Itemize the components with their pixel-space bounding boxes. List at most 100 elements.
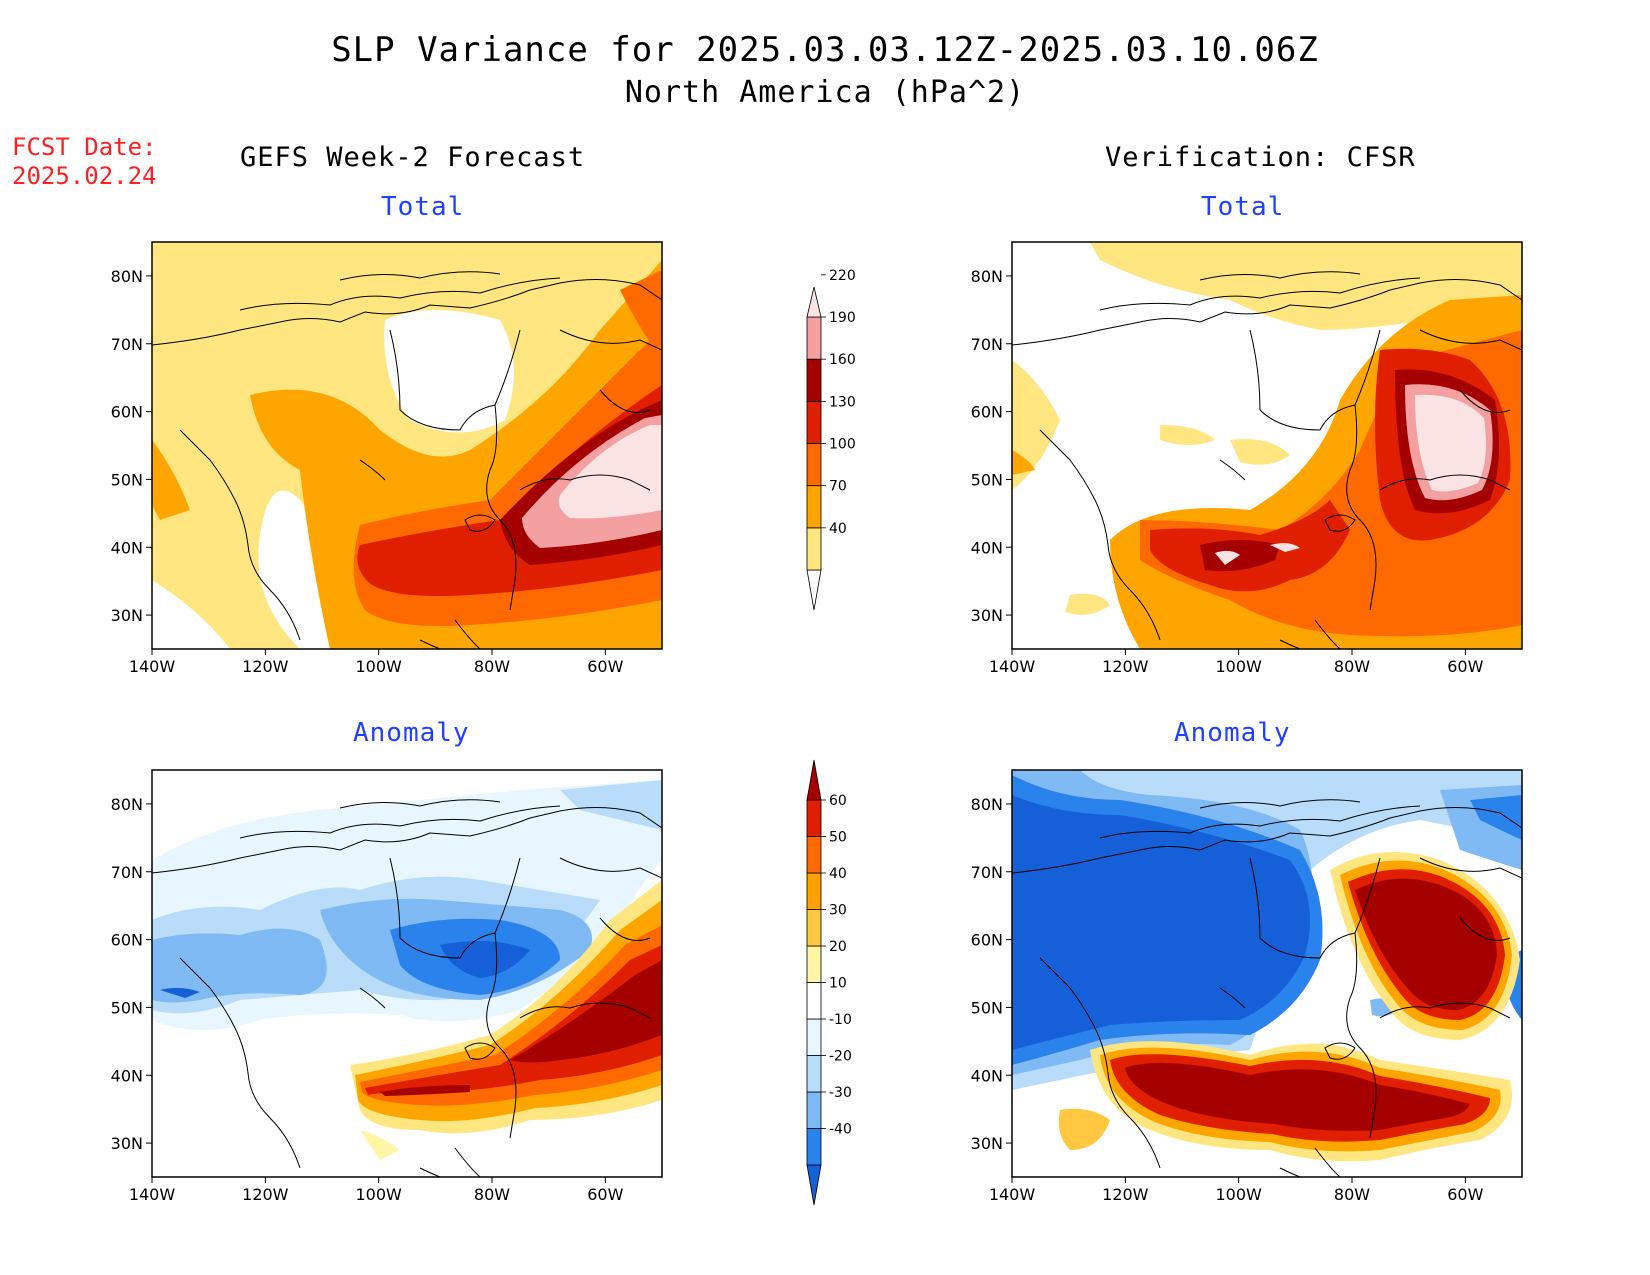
colorbar-label: 220	[829, 268, 856, 284]
colorbar-segment	[806, 1055, 822, 1093]
panel-title-forecast-total: Total	[381, 192, 465, 222]
colorbar-label: 30	[829, 903, 847, 919]
colorbar-segment	[806, 316, 822, 360]
lon-tick-label: 60W	[1447, 1185, 1483, 1204]
lat-tick-label: 40N	[971, 538, 1003, 557]
colorbar-label: -40	[829, 1122, 852, 1138]
colorbar-label: -30	[829, 1085, 852, 1101]
colorbar-segment	[806, 1091, 822, 1129]
lon-tick-label: 60W	[1447, 657, 1483, 676]
lat-tick-label: 50N	[111, 998, 143, 1017]
colorbar-label: 190	[829, 310, 856, 326]
panel-title-forecast-anomaly: Anomaly	[353, 718, 470, 748]
lat-tick-label: 40N	[111, 538, 143, 557]
colorbar-label: 10	[829, 976, 847, 992]
lon-tick-label: 100W	[1215, 1185, 1262, 1204]
colorbar-label: 20	[829, 939, 847, 955]
main-subtitle: North America (hPa^2)	[624, 75, 1026, 110]
colorbar-segment	[806, 569, 822, 611]
colorbar-segment	[806, 443, 822, 487]
lon-tick-label: 120W	[242, 1185, 289, 1204]
colorbar-label: -20	[829, 1049, 852, 1065]
lat-tick-label: 50N	[111, 470, 143, 489]
colorbar-label: 40	[829, 521, 847, 537]
colorbar-segment	[806, 872, 822, 910]
lat-tick-label: 80N	[971, 795, 1003, 814]
axes-verification-anomaly: 140W 120W 100W 80W 60W 30N 40N 50N 60N 70N 80N	[971, 769, 1523, 1204]
colorbar-label: 70	[829, 479, 847, 495]
colorbar-segment	[806, 759, 822, 801]
lat-tick-label: 30N	[971, 606, 1003, 625]
colorbar-segment	[806, 799, 822, 837]
lat-tick-label: 70N	[111, 335, 143, 354]
lon-tick-label: 80W	[1334, 1185, 1370, 1204]
colorbar-label: 40	[829, 866, 847, 882]
lon-tick-label: 140W	[989, 1185, 1036, 1204]
colorbar-segment	[806, 1128, 822, 1166]
map-verification-anomaly	[1012, 770, 1522, 1177]
column-title-forecast: GEFS Week-2 Forecast	[240, 142, 586, 173]
axes-forecast-total: 140W 120W 100W 80W 60W 30N 40N 50N 60N 70N 80N	[111, 241, 663, 676]
lon-tick-label: 100W	[355, 1185, 402, 1204]
lat-tick-label: 30N	[111, 1134, 143, 1153]
colorbar-segment	[806, 836, 822, 874]
lat-tick-label: 40N	[111, 1066, 143, 1085]
fcst-date-value: 2025.02.24	[12, 162, 157, 190]
lat-tick-label: 60N	[971, 403, 1003, 422]
panel-title-verification-anomaly: Anomaly	[1174, 718, 1291, 748]
map-forecast-total	[152, 242, 662, 649]
colorbar-segment	[806, 1164, 822, 1206]
panel-title-verification-total: Total	[1201, 192, 1285, 222]
lat-tick-label: 30N	[971, 1134, 1003, 1153]
lat-tick-label: 70N	[111, 863, 143, 882]
column-title-verification: Verification: CFSR	[1105, 142, 1416, 173]
panel-frame	[1011, 769, 1523, 1178]
lat-tick-label: 80N	[971, 267, 1003, 286]
panel-frame	[151, 241, 663, 650]
colorbar-label: -10	[829, 1012, 852, 1028]
lat-tick-label: 80N	[111, 267, 143, 286]
panel-frame	[151, 769, 663, 1178]
colorbar-label: 160	[829, 352, 856, 368]
lat-tick-label: 50N	[971, 998, 1003, 1017]
lon-tick-label: 100W	[1215, 657, 1262, 676]
lat-tick-label: 40N	[971, 1066, 1003, 1085]
colorbar-segment	[806, 1018, 822, 1056]
lon-tick-label: 80W	[1334, 657, 1370, 676]
lon-tick-label: 80W	[474, 1185, 510, 1204]
lon-tick-label: 60W	[587, 657, 623, 676]
lon-tick-label: 140W	[129, 1185, 176, 1204]
lon-tick-label: 120W	[1102, 1185, 1149, 1204]
lat-tick-label: 60N	[971, 931, 1003, 950]
colorbar-label: 50	[829, 830, 847, 846]
lon-tick-label: 60W	[587, 1185, 623, 1204]
main-title: SLP Variance for 2025.03.03.12Z-2025.03.…	[331, 30, 1319, 70]
lat-tick-label: 60N	[111, 403, 143, 422]
lon-tick-label: 120W	[242, 657, 289, 676]
lat-tick-label: 70N	[971, 863, 1003, 882]
lon-tick-label: 80W	[474, 657, 510, 676]
colorbar-segment	[806, 945, 822, 983]
lat-tick-label: 80N	[111, 795, 143, 814]
colorbar-segment	[806, 982, 822, 1020]
colorbar-segment	[806, 527, 822, 571]
colorbar-anomaly: -40 -30 -20 -10 10 20 30 40 50 60	[806, 759, 852, 1206]
map-verification-total	[1012, 242, 1522, 649]
colorbar-total: 40 70 100 130 160 190 220	[806, 268, 856, 611]
lat-tick-label: 70N	[971, 335, 1003, 354]
colorbar-segment	[806, 286, 822, 318]
colorbar-segment	[806, 358, 822, 402]
lat-tick-label: 50N	[971, 470, 1003, 489]
colorbar-label: 60	[829, 793, 847, 809]
colorbar-segment	[806, 909, 822, 947]
axes-forecast-anomaly: 140W 120W 100W 80W 60W 30N 40N 50N 60N 70N 80N	[111, 769, 663, 1204]
colorbar-segment	[806, 400, 822, 444]
lon-tick-label: 100W	[355, 657, 402, 676]
fcst-date-label: FCST Date:	[12, 133, 157, 161]
map-forecast-anomaly	[152, 770, 662, 1177]
lon-tick-label: 120W	[1102, 657, 1149, 676]
axes-verification-total: 140W 120W 100W 80W 60W 30N 40N 50N 60N 70N 80N	[971, 241, 1523, 676]
panel-frame	[1011, 241, 1523, 650]
colorbar-label: 130	[829, 394, 856, 410]
